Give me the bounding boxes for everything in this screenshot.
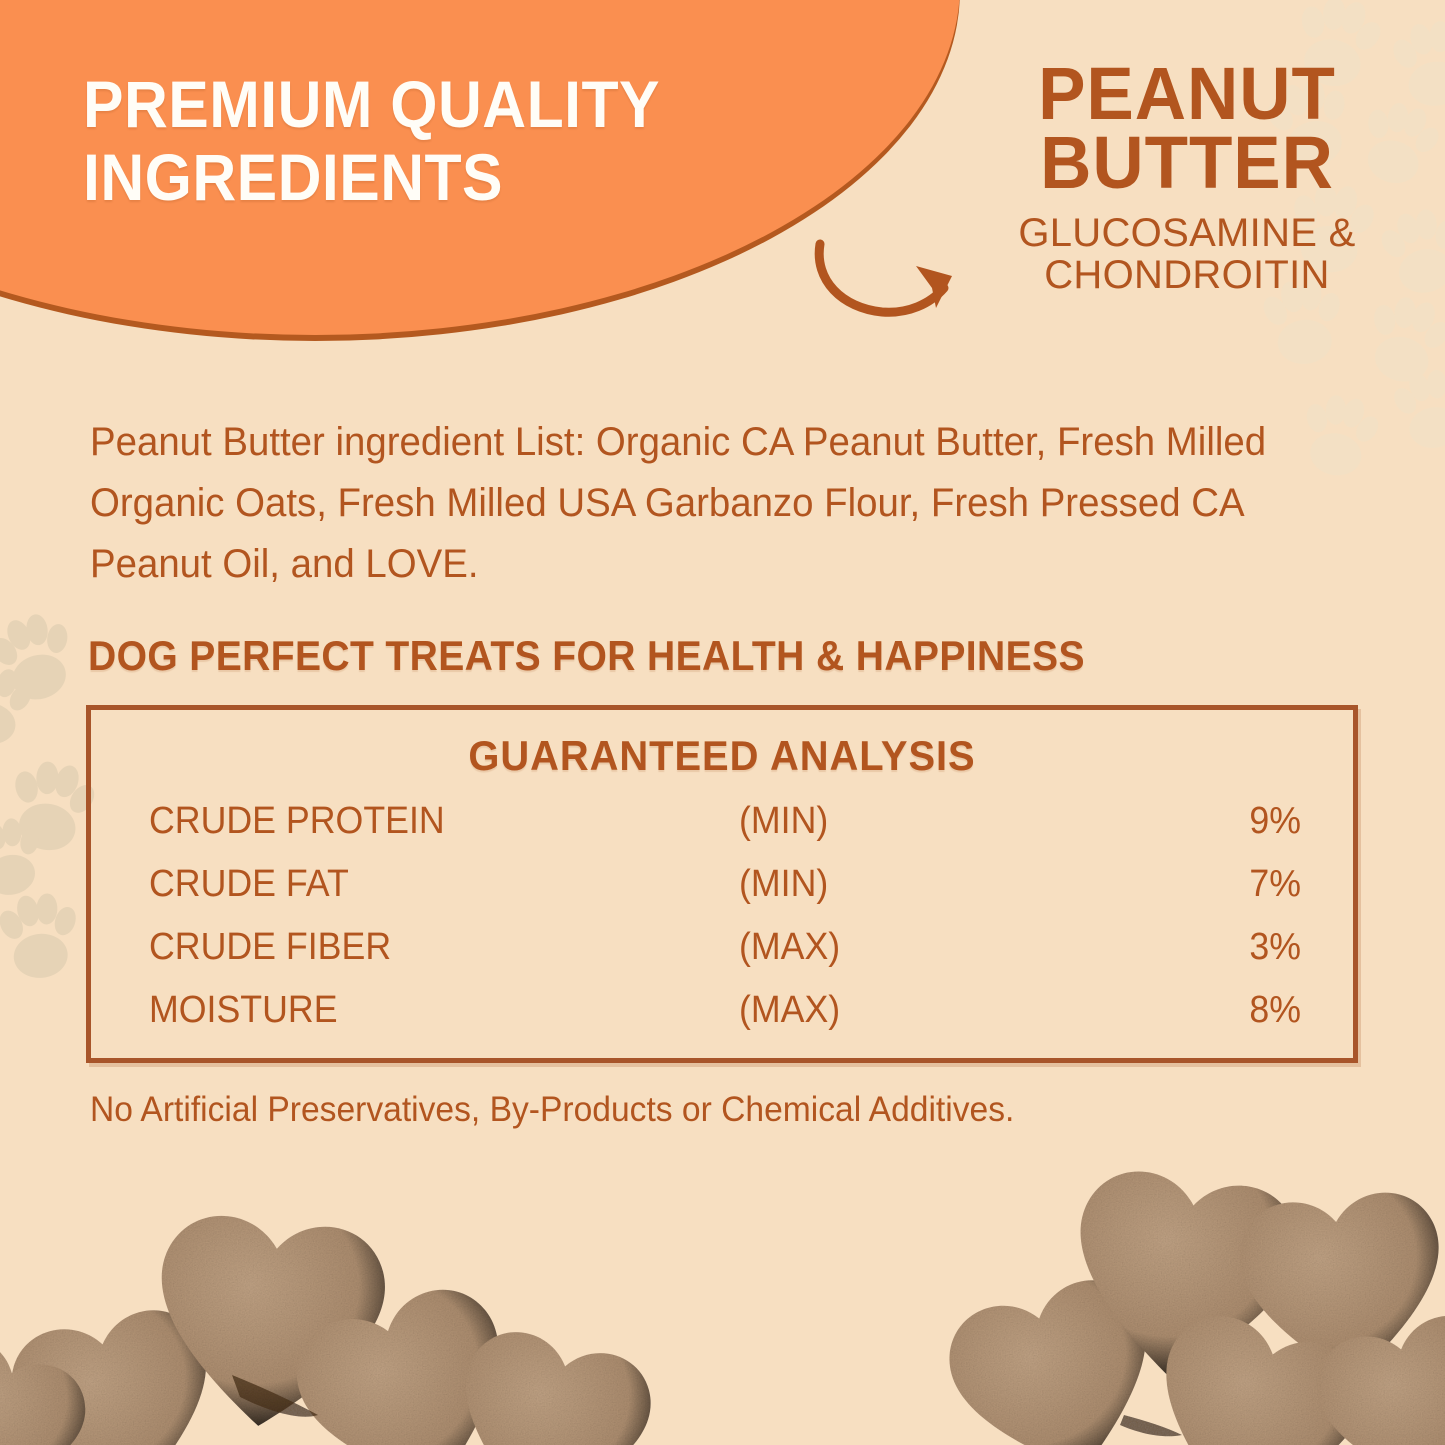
banner-line-2: INGREDIENTS [83,139,504,214]
analysis-qualifier: (MIN) [739,863,829,905]
table-row: CRUDE FAT (MIN) 7% [149,863,1301,926]
section-tagline: DOG PERFECT TREATS FOR HEALTH & HAPPINES… [88,632,1085,679]
product-subtitle-line-2: CHONDROITIN [1044,253,1330,298]
product-name: PEANUT BUTTER [985,57,1388,204]
analysis-value: 8% [1249,989,1301,1031]
analysis-value: 9% [1249,800,1301,842]
table-row: CRUDE FIBER (MAX) 3% [149,926,1301,989]
analysis-label: CRUDE FIBER [149,926,392,968]
product-subtitle-line-1: GLUCOSAMINE & [1018,210,1356,255]
product-subtitle: GLUCOSAMINE & CHONDROITIN [977,210,1397,298]
ingredient-list-text: Peanut Butter ingredient List: Organic C… [90,420,1267,586]
analysis-label: CRUDE PROTEIN [149,800,445,842]
product-name-line-1: PEANUT [1038,52,1336,135]
analysis-rows: CRUDE PROTEIN (MIN) 9% CRUDE FAT (MIN) 7… [149,800,1301,1052]
analysis-label: MOISTURE [149,989,338,1031]
analysis-label: CRUDE FAT [149,863,349,905]
analysis-qualifier: (MIN) [739,800,829,842]
analysis-qualifier: (MAX) [739,926,841,968]
analysis-value: 7% [1249,863,1301,905]
heart-treat-photos [0,1165,1445,1445]
product-name-line-2: BUTTER [1040,120,1334,204]
banner-heading: PREMIUM QUALITY INGREDIENTS [83,68,782,213]
product-title-block: PEANUT BUTTER GLUCOSAMINE & CHONDROITIN [977,57,1397,298]
guaranteed-analysis-box: GUARANTEED ANALYSIS CRUDE PROTEIN (MIN) … [86,705,1358,1063]
banner-line-1: PREMIUM QUALITY [83,67,660,141]
analysis-qualifier: (MAX) [739,989,841,1031]
no-additives-footnote: No Artificial Preservatives, By-Products… [90,1090,1015,1129]
analysis-value: 3% [1249,926,1301,968]
analysis-title: GUARANTEED ANALYSIS [468,732,976,779]
table-row: CRUDE PROTEIN (MIN) 9% [149,800,1301,863]
table-row: MOISTURE (MAX) 8% [149,989,1301,1052]
curved-arrow-icon [814,239,952,317]
